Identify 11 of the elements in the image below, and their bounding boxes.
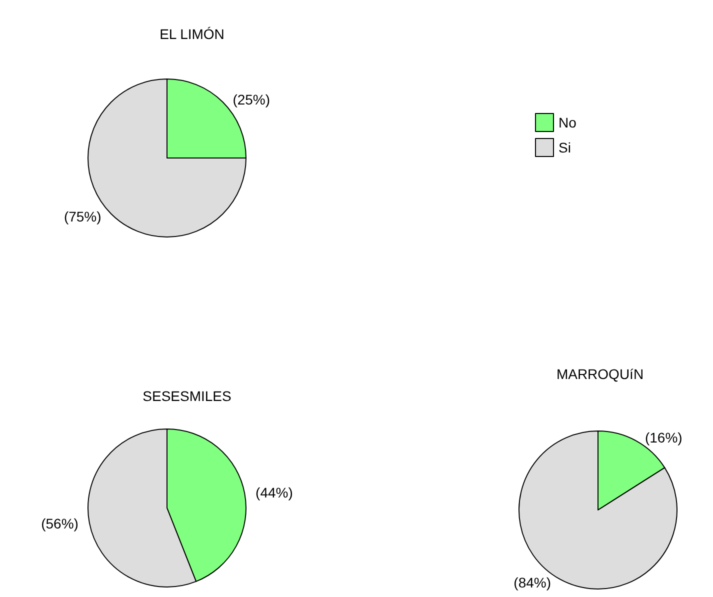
data-label: (75%): [64, 208, 102, 225]
legend-label: No: [558, 114, 577, 130]
data-label: (16%): [644, 429, 682, 446]
data-label: (25%): [232, 91, 270, 108]
data-label: (44%): [256, 484, 293, 500]
data-label: (56%): [41, 516, 78, 532]
legend-label: Si: [558, 140, 571, 156]
chart-title: SESESMILES: [142, 388, 232, 404]
data-label: (84%): [514, 574, 552, 591]
chart-title: MARROQUíN: [556, 366, 644, 382]
chart-title: EL LIMÓN: [160, 26, 224, 42]
